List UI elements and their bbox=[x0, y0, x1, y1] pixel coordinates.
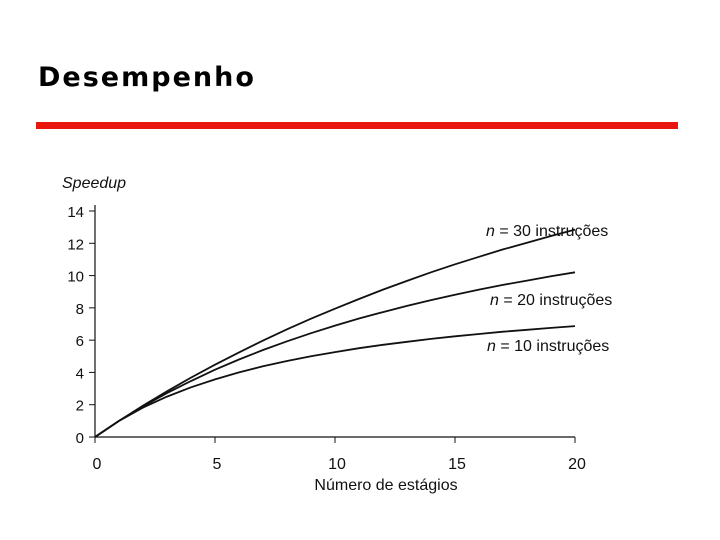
y-tick-label: 8 bbox=[76, 301, 84, 318]
slide-title: Desempenho bbox=[38, 62, 256, 93]
series-line-n10 bbox=[94, 325, 576, 438]
series-label-n20: n = 20 instruções bbox=[490, 292, 612, 309]
series-label-n30: n = 30 instruções bbox=[486, 223, 608, 240]
x-tick-label: 20 bbox=[568, 456, 586, 473]
x-tick-label: 5 bbox=[213, 456, 222, 473]
y-tick-label: 12 bbox=[67, 236, 84, 253]
x-tick-label: 0 bbox=[93, 456, 102, 473]
chart-curves bbox=[94, 228, 576, 438]
series-line-n30 bbox=[94, 228, 576, 438]
series-label-n10: n = 10 instruções bbox=[487, 338, 609, 355]
y-tick-label: 6 bbox=[76, 333, 84, 350]
y-tick-label: 10 bbox=[67, 269, 84, 286]
y-tick-label: 14 bbox=[67, 204, 84, 221]
x-tick-label: 10 bbox=[328, 456, 346, 473]
y-tick-label: 2 bbox=[76, 398, 84, 415]
x-axis-label: Número de estágios bbox=[314, 477, 457, 494]
y-tick-label: 4 bbox=[76, 365, 84, 382]
title-divider bbox=[36, 122, 678, 129]
x-tick-label: 15 bbox=[448, 456, 466, 473]
chart-labels: n = 30 instruções n = 20 instruções n = 10… bbox=[486, 223, 612, 355]
chart-axes: 0 2 4 6 8 10 12 14 0 5 10 15 20 bbox=[67, 204, 586, 473]
y-tick-label: 0 bbox=[76, 430, 84, 447]
y-axis-label: Speedup bbox=[62, 175, 126, 192]
series-line-n20 bbox=[94, 271, 576, 438]
